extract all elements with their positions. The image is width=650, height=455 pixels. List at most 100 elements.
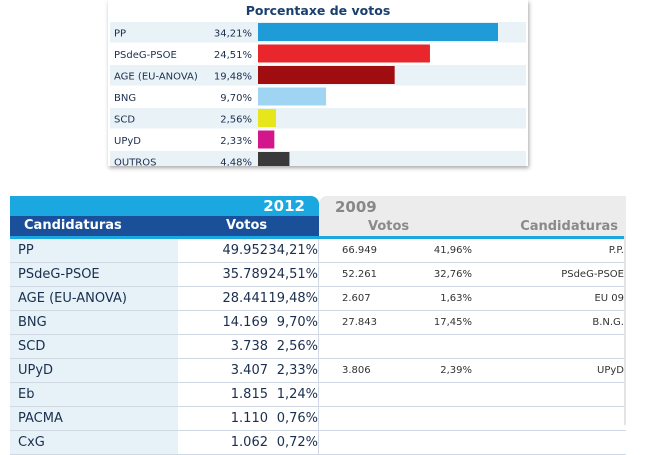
chart-row-bg xyxy=(110,151,526,166)
percent-2012: 24,51% xyxy=(268,267,318,282)
votes-2012: 1.110 xyxy=(230,411,268,426)
chart-bar xyxy=(258,23,498,41)
candidate-name: UPyD xyxy=(10,359,178,382)
votes-2009 xyxy=(342,431,422,454)
percent-2012: 34,21% xyxy=(268,243,318,258)
candidate-name: SCD xyxy=(10,335,178,358)
header-divider xyxy=(10,236,626,239)
header-votos-2009: Votos xyxy=(368,219,410,234)
table-row: AGE (EU-ANOVA) 28.441 19,48% 2.607 1,63% EU 0… xyxy=(10,287,626,311)
percent-2009: 41,96% xyxy=(433,245,472,256)
chart-bar xyxy=(258,87,327,106)
votes-2012: 35.789 xyxy=(222,267,269,282)
header-candidaturas-2012: Candidaturas xyxy=(24,218,122,233)
table-row: Eb 1.815 1,24% xyxy=(10,383,626,407)
votes-2009 xyxy=(342,383,422,406)
candidate-name-2009: UPyD xyxy=(597,365,624,376)
candidate-name: PP xyxy=(10,239,178,262)
chart-value-label: 4,48% xyxy=(220,158,252,167)
votes-2012: 1.815 xyxy=(230,387,268,402)
candidate-name: BNG xyxy=(10,311,178,334)
column-separator xyxy=(318,239,319,262)
percent-2009 xyxy=(422,431,472,454)
table-row: SCD 3.738 2,56% xyxy=(10,335,626,359)
percent-2009 xyxy=(422,383,472,406)
column-separator xyxy=(318,287,319,310)
table-row: CxG 1.062 0,72% xyxy=(10,431,626,455)
chart-value-label: 9,70% xyxy=(220,93,252,104)
chart-svg: PP 34,21% PSdeG-PSOE 24,51% AGE (EU-ANOVA) 19… xyxy=(110,22,526,167)
candidate-name: AGE (EU-ANOVA) xyxy=(10,287,178,310)
votes-2009 xyxy=(342,335,422,358)
votes-2009: 27.843 xyxy=(342,317,377,328)
candidate-name-2009 xyxy=(480,407,624,430)
votes-2012: 3.407 xyxy=(230,363,268,378)
votes-2012: 1.062 xyxy=(230,435,268,450)
header-2009: Votos Candidaturas xyxy=(319,218,626,236)
chart-bar xyxy=(258,152,290,166)
candidate-name: Eb xyxy=(10,383,178,406)
votes-2009: 66.949 xyxy=(342,245,377,256)
tab-2012[interactable]: 2012 xyxy=(10,196,319,216)
percent-2009: 17,45% xyxy=(433,317,472,328)
column-separator xyxy=(318,431,319,454)
chart-value-label: 19,48% xyxy=(214,72,252,83)
candidate-name: PACMA xyxy=(10,407,178,430)
candidate-name-2009: EU 09 xyxy=(594,293,624,304)
table-row: PACMA 1.110 0,76% xyxy=(10,407,626,431)
chart-bar xyxy=(258,66,395,84)
column-separator xyxy=(318,407,319,430)
candidate-name-2009 xyxy=(480,335,624,358)
table-row: BNG 14.169 9,70% 27.843 17,45% B.N.G. xyxy=(10,311,626,335)
chart-bar xyxy=(258,44,430,63)
percent-2012: 2,56% xyxy=(276,339,318,354)
percent-2012: 19,48% xyxy=(268,291,318,306)
column-separator xyxy=(318,263,319,286)
header-2012: Candidaturas Votos xyxy=(10,216,319,236)
chart-category-label: PSdeG-PSOE xyxy=(114,50,177,61)
percent-2009 xyxy=(422,407,472,430)
votes-2009 xyxy=(342,407,422,430)
candidate-name: PSdeG-PSOE xyxy=(10,263,178,286)
column-separator xyxy=(318,383,319,406)
percent-2012: 9,70% xyxy=(276,315,318,330)
chart-bar xyxy=(258,109,276,127)
header-candidaturas-2009: Candidaturas xyxy=(520,219,618,234)
percent-2012: 0,72% xyxy=(276,435,318,450)
votes-2009: 52.261 xyxy=(342,269,377,280)
column-separator xyxy=(318,311,319,334)
tab-2012-label: 2012 xyxy=(263,197,305,215)
votes-2012: 3.738 xyxy=(230,339,268,354)
table-body: PP 49.952 34,21% 66.949 41,96% P.P. PSdeG-PSOE… xyxy=(10,239,626,455)
candidate-name-2009: B.N.G. xyxy=(592,317,624,328)
chart-value-label: 34,21% xyxy=(214,29,252,40)
chart-category-label: UPyD xyxy=(114,136,141,147)
results-table: 2012 2009 Candidaturas Votos Votos Candi… xyxy=(10,196,626,455)
percent-2009 xyxy=(422,335,472,358)
chart-category-label: OUTROS xyxy=(114,158,156,167)
chart-value-label: 24,51% xyxy=(214,50,252,61)
chart-value-label: 2,33% xyxy=(220,136,252,147)
table-row: PSdeG-PSOE 35.789 24,51% 52.261 32,76% PSdeG-… xyxy=(10,263,626,287)
candidate-name-2009 xyxy=(480,383,624,406)
chart-row-bg xyxy=(110,108,526,129)
tab-2009[interactable]: 2009 xyxy=(319,196,626,218)
votes-2012: 28.441 xyxy=(222,291,269,306)
votes-2012: 14.169 xyxy=(222,315,269,330)
percent-2012: 1,24% xyxy=(276,387,318,402)
candidate-name-2009: P.P. xyxy=(608,245,624,256)
percent-2012: 2,33% xyxy=(276,363,318,378)
percent-2012: 0,76% xyxy=(276,411,318,426)
candidate-name-2009: PSdeG-PSOE xyxy=(561,269,624,280)
chart-title: Porcentaxe de votos xyxy=(245,3,391,18)
chart-category-label: PP xyxy=(114,29,126,40)
chart-bar xyxy=(258,130,275,149)
chart-category-label: BNG xyxy=(114,93,136,104)
column-separator xyxy=(318,359,319,382)
chart-row-bg xyxy=(110,129,526,150)
percent-2009: 2,39% xyxy=(440,365,472,376)
chart-category-label: SCD xyxy=(114,115,135,126)
votes-2012: 49.952 xyxy=(222,243,269,258)
votes-2009: 3.806 xyxy=(342,365,371,376)
table-row: UPyD 3.407 2,33% 3.806 2,39% UPyD xyxy=(10,359,626,383)
